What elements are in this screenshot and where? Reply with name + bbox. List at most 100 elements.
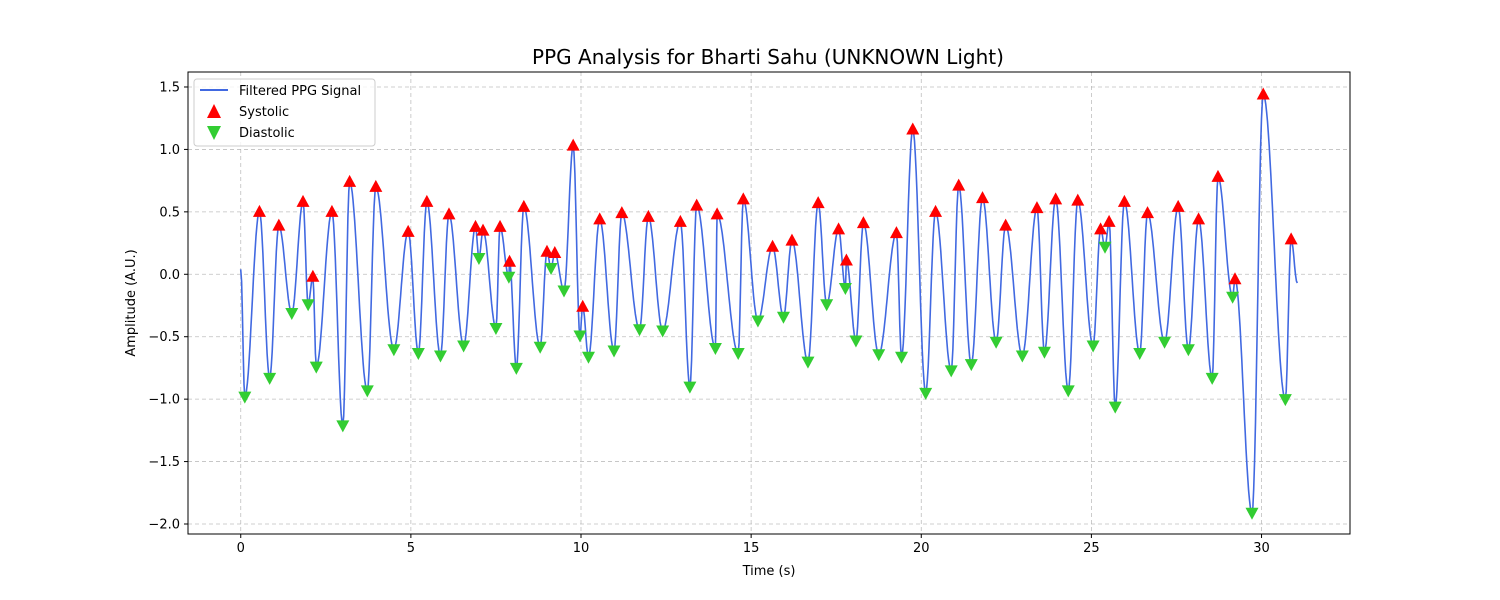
y-tick-label: 0.0 (159, 268, 180, 283)
diastolic-trough-marker (872, 349, 886, 362)
diastolic-trough-marker (557, 285, 571, 298)
chart-title: PPG Analysis for Bharti Sahu (UNKNOWN Li… (532, 45, 1004, 69)
systolic-peak-marker (736, 192, 750, 205)
diastolic-trough-marker (1037, 346, 1051, 359)
diastolic-trough-marker (533, 341, 547, 354)
systolic-peak-marker (1256, 87, 1270, 100)
systolic-peak-marker (1094, 222, 1108, 235)
systolic-peak-marker (710, 207, 724, 220)
diastolic-trough-marker (607, 345, 621, 358)
diastolic-trough-marker (633, 324, 647, 337)
systolic-peak-marker (401, 224, 415, 237)
systolic-peak-marker (690, 198, 704, 211)
x-tick-label: 15 (743, 541, 760, 556)
diastolic-trough-marker (457, 340, 471, 353)
diastolic-trough-marker (708, 342, 722, 355)
diastolic-trough-marker (820, 299, 834, 312)
legend: Filtered PPG Signal Systolic Diastolic (193, 78, 376, 147)
diastolic-trough-marker (285, 307, 299, 320)
diastolic-trough-marker (301, 299, 315, 312)
diastolic-trough-marker (919, 387, 933, 400)
diastolic-trough-marker (336, 420, 350, 433)
x-tick-label: 5 (407, 541, 415, 556)
x-tick-label: 0 (237, 541, 245, 556)
diastolic-trough-marker (1205, 372, 1219, 385)
systolic-peak-marker (493, 219, 507, 232)
diastolic-trough-marker (1226, 291, 1240, 304)
diastolic-trough-marker (573, 330, 587, 343)
systolic-peak-marker (641, 209, 655, 222)
systolic-peak-marker (1117, 194, 1131, 207)
systolic-peak-marker (1071, 193, 1085, 206)
systolic-peak-marker (1030, 201, 1044, 214)
systolic-peak-marker (325, 204, 339, 217)
legend-diastolic-swatch (207, 126, 221, 140)
diastolic-trough-marker (1245, 507, 1259, 520)
diastolic-trough-marker (581, 351, 595, 364)
systolic-peak-marker (976, 191, 990, 204)
systolic-peak-marker (420, 194, 434, 207)
peak-markers (238, 87, 1298, 520)
diastolic-trough-marker (433, 350, 447, 363)
x-axis-label: Time (s) (742, 564, 796, 579)
diastolic-trough-marker (944, 365, 958, 378)
systolic-peak-marker (889, 226, 903, 239)
systolic-peak-marker (952, 178, 966, 191)
diastolic-trough-marker (489, 322, 503, 335)
systolic-peak-marker (1171, 199, 1185, 212)
systolic-peak-marker (252, 204, 266, 217)
diastolic-trough-marker (1015, 350, 1029, 363)
systolic-peak-marker (296, 194, 310, 207)
y-tick-label: −0.5 (148, 330, 180, 345)
systolic-peak-marker (1141, 206, 1155, 219)
systolic-peak-marker (1192, 212, 1206, 225)
diastolic-trough-marker (751, 315, 765, 328)
legend-box (193, 78, 376, 147)
diastolic-trough-marker (1133, 347, 1147, 360)
diastolic-trough-marker (1086, 340, 1100, 353)
diastolic-trough-marker (544, 263, 558, 276)
axis-ticks: 0 5 10 15 20 25 30 −2.0 −1.5 −1.0 −0.5 0.0 0.5 1.0 1.5 (148, 80, 1269, 556)
systolic-peak-marker (832, 222, 846, 235)
systolic-peak-marker (476, 223, 490, 236)
diastolic-trough-marker (656, 325, 670, 338)
diastolic-trough-marker (895, 351, 909, 364)
systolic-peak-marker (839, 253, 853, 266)
diastolic-trough-marker (849, 335, 863, 348)
x-tick-label: 30 (1253, 541, 1270, 556)
systolic-peak-marker (1284, 232, 1298, 245)
systolic-peak-marker (1049, 192, 1063, 205)
x-tick-label: 10 (573, 541, 590, 556)
diastolic-trough-marker (1098, 241, 1112, 254)
diastolic-trough-marker (731, 347, 745, 360)
diastolic-trough-marker (411, 347, 425, 360)
x-tick-label: 25 (1083, 541, 1100, 556)
diastolic-trough-marker (776, 311, 790, 324)
diastolic-trough-marker (472, 253, 486, 266)
systolic-peak-marker (1102, 214, 1116, 227)
diastolic-trough-marker (964, 359, 978, 372)
systolic-peak-marker (785, 233, 799, 246)
systolic-peak-marker (1228, 272, 1242, 285)
diastolic-trough-marker (1181, 344, 1195, 357)
systolic-peak-marker (369, 179, 383, 192)
plot-frame (187, 71, 1351, 535)
diastolic-trough-marker (238, 391, 252, 404)
systolic-peak-marker (811, 196, 825, 209)
systolic-peak-marker (306, 269, 320, 282)
y-tick-label: 1.5 (159, 80, 180, 95)
legend-systolic-swatch (207, 104, 221, 118)
legend-label-diastolic: Diastolic (239, 126, 295, 141)
diastolic-trough-marker (1061, 385, 1075, 398)
systolic-peak-marker (856, 216, 870, 229)
systolic-peak-marker (673, 214, 687, 227)
systolic-peak-marker (540, 244, 554, 257)
systolic-peak-marker (343, 174, 357, 187)
diastolic-trough-marker (263, 372, 277, 385)
y-tick-label: −2.0 (148, 518, 180, 533)
diastolic-trough-marker (309, 361, 323, 374)
diastolic-trough-marker (1158, 336, 1172, 349)
diastolic-trough-marker (989, 336, 1003, 349)
